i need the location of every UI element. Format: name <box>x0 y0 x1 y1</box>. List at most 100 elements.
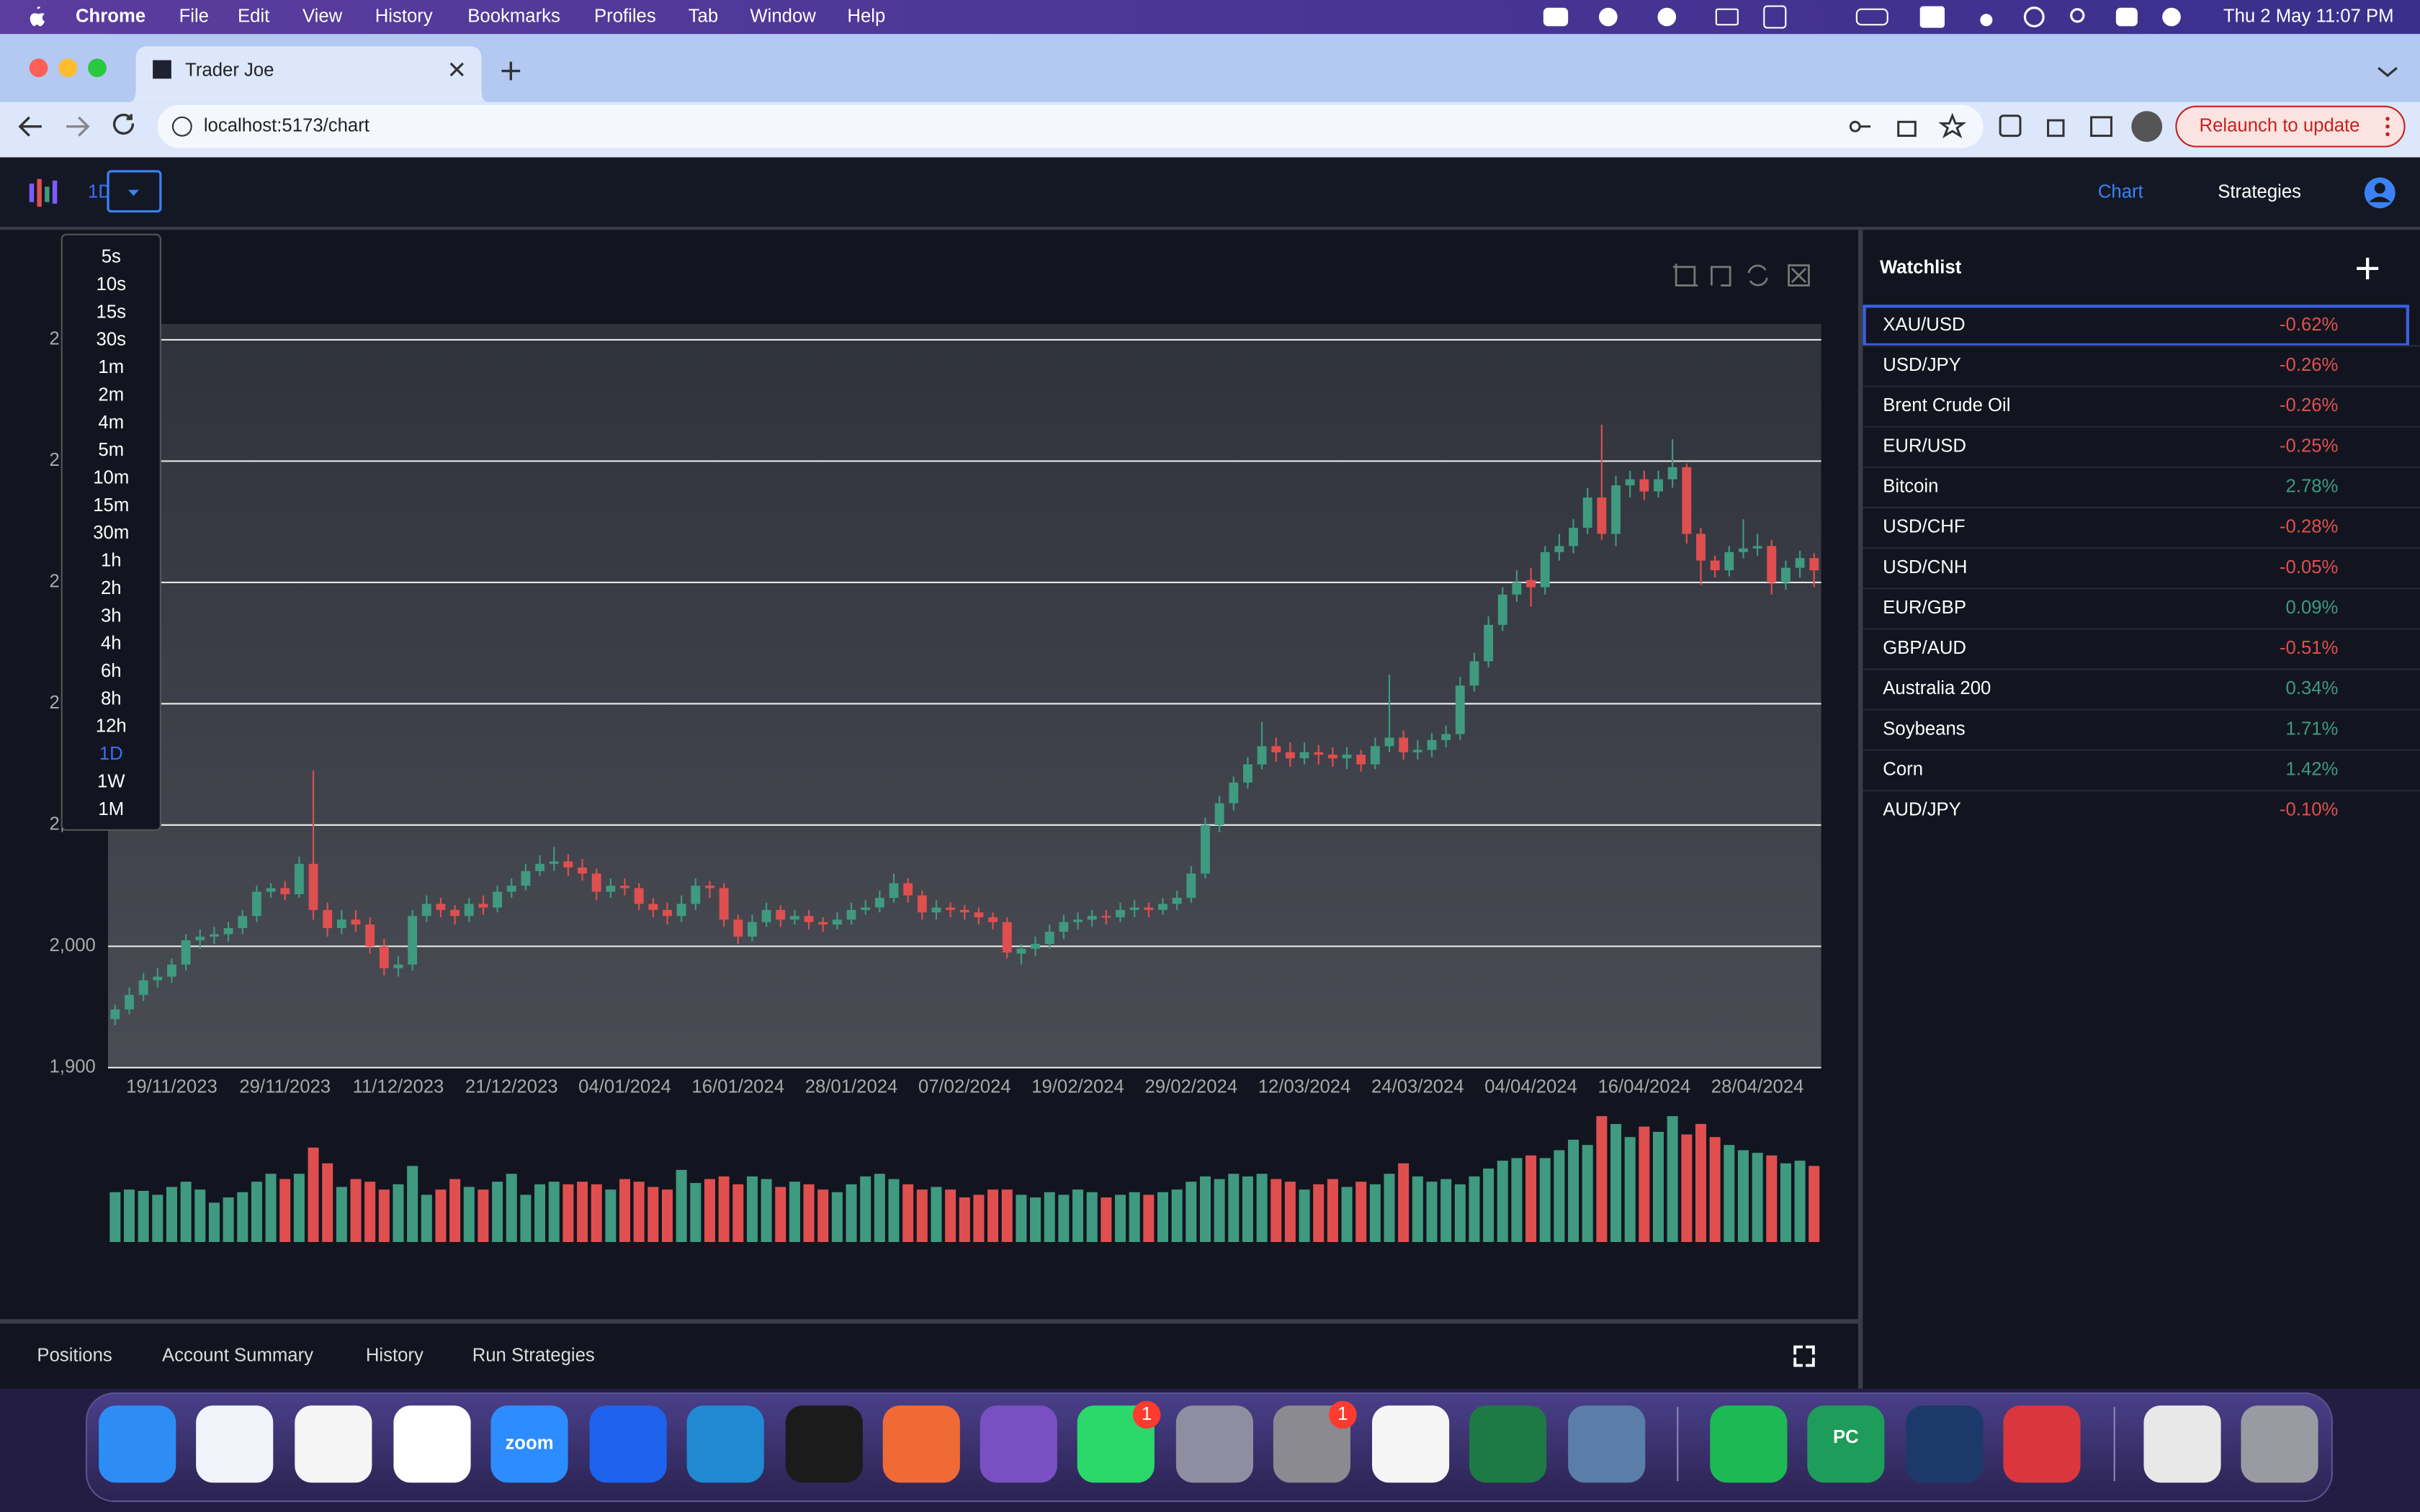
relaunch-button[interactable] <box>2175 105 2406 148</box>
menu-app[interactable]: Chrome <box>76 6 145 26</box>
interval-option[interactable]: 1D <box>99 744 123 764</box>
dock-icon[interactable] <box>2241 1405 2318 1483</box>
menu-item[interactable]: File <box>179 6 209 26</box>
interval-option[interactable]: 10s <box>97 274 126 294</box>
change[interactable]: 1.71% <box>2286 719 2339 739</box>
interval-option[interactable]: 1h <box>101 551 122 571</box>
interval-caret[interactable] <box>127 189 139 197</box>
dock-icon[interactable] <box>1710 1405 1788 1483</box>
dock-icon[interactable] <box>686 1405 764 1483</box>
symbol[interactable]: XAU/USD <box>1883 315 1965 335</box>
interval-option[interactable]: 5m <box>98 440 124 460</box>
interval-option[interactable]: 2m <box>98 384 124 405</box>
change[interactable]: -0.28% <box>2280 517 2338 537</box>
url[interactable]: localhost:5173/chart <box>204 116 369 136</box>
symbol[interactable]: Soybeans <box>1883 719 1965 739</box>
forward-button[interactable] <box>66 116 90 137</box>
interval-option[interactable]: 12h <box>96 716 127 737</box>
change[interactable]: -0.26% <box>2280 355 2338 375</box>
interval-option[interactable]: 10m <box>93 468 129 488</box>
dock-icon[interactable] <box>1273 1405 1350 1483</box>
nav-link[interactable]: Chart <box>2098 182 2143 202</box>
change[interactable]: -0.05% <box>2280 557 2338 577</box>
interval-option[interactable]: 15m <box>93 495 129 516</box>
menu-item[interactable]: Bookmarks <box>467 6 560 26</box>
menu-item[interactable]: Window <box>750 6 816 26</box>
profile-avatar[interactable] <box>2131 111 2163 143</box>
bottom-tab[interactable]: Run Strategies <box>472 1345 595 1365</box>
dock-icon[interactable] <box>2143 1405 2221 1483</box>
back-button[interactable] <box>18 116 42 137</box>
symbol[interactable]: USD/JPY <box>1883 355 1961 375</box>
change[interactable]: 0.34% <box>2286 678 2339 698</box>
symbol[interactable]: Bitcoin <box>1883 477 1938 497</box>
site-info[interactable] <box>171 116 192 137</box>
symbol[interactable]: EUR/GBP <box>1883 598 1966 618</box>
interval-option[interactable]: 8h <box>101 688 122 708</box>
tab[interactable] <box>130 46 488 102</box>
symbol[interactable]: GBP/AUD <box>1883 638 1966 658</box>
change[interactable]: -0.25% <box>2280 436 2338 456</box>
bottom-tab[interactable]: Account Summary <box>162 1345 313 1365</box>
new-tab[interactable] <box>501 61 521 81</box>
menu-item[interactable]: Edit <box>238 6 269 26</box>
dock-icon[interactable] <box>393 1405 471 1483</box>
dock-icon[interactable] <box>1372 1405 1450 1483</box>
zoom-reset[interactable] <box>1711 266 1731 287</box>
symbol[interactable]: Brent Crude Oil <box>1883 395 2010 415</box>
bottom-tab[interactable]: Positions <box>37 1345 112 1365</box>
dock-icon[interactable] <box>882 1405 960 1483</box>
menu-item[interactable]: Help <box>847 6 885 26</box>
dock-icon[interactable] <box>196 1405 274 1483</box>
interval-option[interactable]: 4m <box>98 413 124 433</box>
change[interactable]: -0.10% <box>2280 800 2338 820</box>
reload-button[interactable] <box>112 113 135 135</box>
change[interactable]: 0.09% <box>2286 598 2339 618</box>
tab-close[interactable] <box>449 62 464 77</box>
interval-option[interactable]: 1m <box>98 357 124 377</box>
dock-icon[interactable] <box>1469 1405 1547 1483</box>
dock-icon[interactable] <box>1568 1405 1646 1483</box>
interval-option[interactable]: 2h <box>101 578 122 598</box>
change[interactable]: 1.42% <box>2286 760 2339 780</box>
menu-item[interactable]: Tab <box>689 6 718 26</box>
interval-option[interactable]: 1M <box>98 799 124 819</box>
change[interactable]: -0.62% <box>2280 315 2338 335</box>
symbol[interactable]: Australia 200 <box>1883 678 1991 698</box>
symbol[interactable]: EUR/USD <box>1883 436 1966 456</box>
interval-option[interactable]: 1W <box>97 771 125 791</box>
dock-icon[interactable] <box>2003 1405 2081 1483</box>
symbol[interactable]: USD/CHF <box>1883 517 1965 537</box>
symbol[interactable]: Corn <box>1883 760 1923 780</box>
interval-option[interactable]: 30m <box>93 523 129 543</box>
dock-icon[interactable] <box>589 1405 667 1483</box>
menu-dots[interactable] <box>2385 117 2390 121</box>
interval-option[interactable]: 5s <box>102 247 121 267</box>
save-tool[interactable] <box>1788 264 1810 287</box>
menu-item[interactable]: View <box>302 6 343 26</box>
menu-item[interactable]: Profiles <box>594 6 656 26</box>
tab-search[interactable] <box>2378 67 2398 78</box>
close-button[interactable] <box>29 58 48 78</box>
change[interactable]: 2.78% <box>2286 477 2339 497</box>
interval-option[interactable]: 6h <box>101 661 122 681</box>
dock-icon[interactable] <box>1175 1405 1253 1483</box>
dock-icon[interactable] <box>490 1405 568 1483</box>
interval-option[interactable]: 3h <box>101 606 122 626</box>
menu-item[interactable]: History <box>375 6 433 26</box>
change[interactable]: -0.26% <box>2280 395 2338 415</box>
omnibox[interactable] <box>157 104 1984 148</box>
dock-icon[interactable] <box>1807 1405 1885 1483</box>
interval-option[interactable]: 30s <box>97 330 126 350</box>
apple-menu[interactable] <box>30 6 45 27</box>
zoom-tool[interactable] <box>1672 264 1698 287</box>
interval-option[interactable]: 4h <box>101 634 122 654</box>
dock-icon[interactable] <box>785 1405 863 1483</box>
interval-option[interactable]: 15s <box>97 302 126 322</box>
symbol[interactable]: AUD/JPY <box>1883 800 1961 820</box>
dock-icon[interactable] <box>295 1405 372 1483</box>
symbol[interactable]: USD/CNH <box>1883 557 1967 577</box>
add-symbol[interactable] <box>2357 257 2379 279</box>
restore-tool[interactable] <box>1747 264 1768 287</box>
relaunch-label[interactable]: Relaunch to update <box>2200 116 2360 136</box>
